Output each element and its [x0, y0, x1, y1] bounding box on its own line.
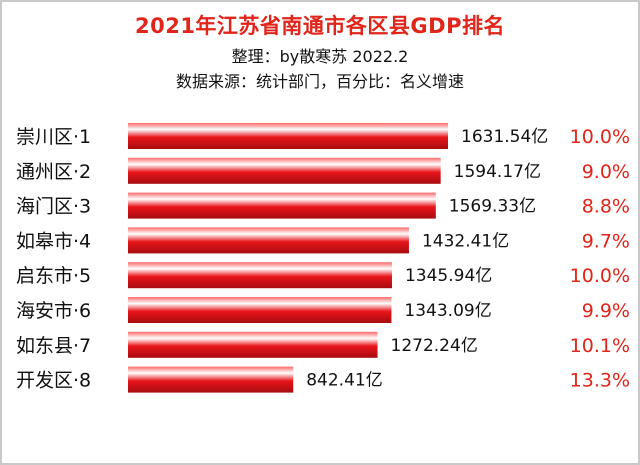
value-label: 1594.17亿	[454, 162, 541, 182]
chart-title: 2021年江苏省南通市各区县GDP排名	[134, 14, 505, 38]
category-label: 如皋市·4	[16, 230, 91, 252]
category-label: 启东市·5	[16, 265, 91, 287]
bar	[128, 123, 448, 149]
value-label: 1345.94亿	[405, 266, 492, 286]
bar	[128, 192, 436, 219]
growth-label: 9.0%	[582, 161, 630, 183]
value-label: 1343.09亿	[404, 301, 491, 321]
bar	[128, 227, 409, 254]
category-label: 海安市·6	[16, 300, 91, 322]
growth-label: 13.3%	[570, 370, 630, 392]
category-label: 海门区·3	[16, 196, 91, 218]
growth-label: 8.8%	[582, 196, 630, 218]
growth-label: 9.7%	[582, 230, 630, 252]
bar	[128, 297, 392, 323]
chart-subtitle-author: 整理：by散寒苏 2022.2	[231, 47, 409, 66]
chart-subtitle-source: 数据来源：统计部门，百分比：名义增速	[175, 72, 464, 91]
category-label: 如东县·7	[16, 335, 91, 357]
value-label: 1432.41亿	[422, 231, 509, 251]
bar	[128, 157, 441, 184]
category-label: 崇川区·1	[16, 126, 91, 148]
value-label: 1631.54亿	[461, 127, 548, 147]
value-label: 1569.33亿	[449, 197, 536, 217]
category-label: 开发区·8	[16, 370, 91, 392]
value-label: 842.41亿	[306, 371, 382, 391]
value-label: 1272.24亿	[391, 336, 478, 356]
bar	[128, 262, 392, 289]
growth-label: 10.1%	[570, 335, 630, 357]
category-label: 通州区·2	[16, 161, 91, 183]
growth-label: 9.9%	[582, 300, 630, 322]
growth-label: 10.0%	[570, 265, 630, 287]
bar	[128, 366, 294, 393]
growth-label: 10.0%	[570, 126, 630, 148]
bar	[128, 331, 378, 358]
